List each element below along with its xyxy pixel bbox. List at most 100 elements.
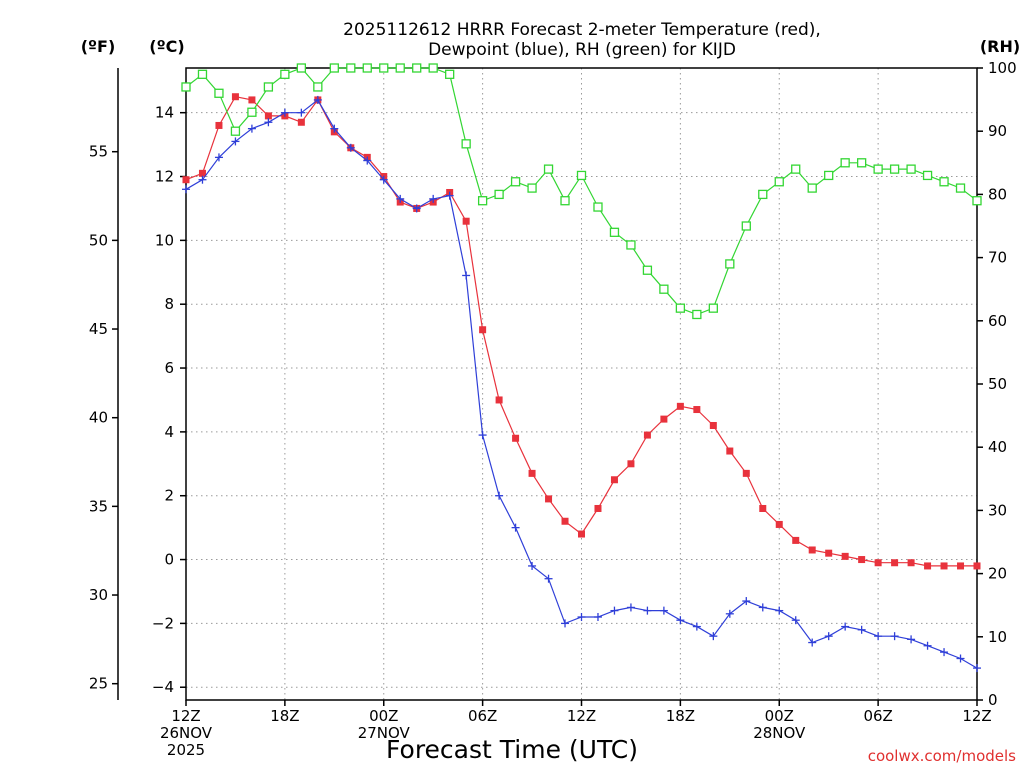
data-point-rh bbox=[214, 88, 224, 98]
data-point-dewpoint bbox=[264, 118, 273, 127]
x-tick-label: 28NOV bbox=[753, 724, 806, 742]
data-point-dewpoint bbox=[528, 561, 537, 570]
data-point-temperature bbox=[709, 421, 717, 429]
x-tick-label: 00Z bbox=[765, 707, 794, 725]
plot-axes bbox=[112, 67, 983, 706]
celsius-unit-label: (ºC) bbox=[149, 37, 184, 56]
data-point-rh bbox=[659, 284, 669, 294]
data-point-rh bbox=[642, 265, 653, 275]
data-point-rh bbox=[758, 189, 768, 200]
data-point-temperature bbox=[264, 112, 272, 120]
data-point-rh bbox=[247, 107, 257, 117]
data-point-dewpoint bbox=[379, 175, 388, 184]
data-point-dewpoint bbox=[956, 654, 965, 663]
data-point-rh bbox=[824, 170, 834, 181]
data-point-rh bbox=[906, 164, 916, 174]
x-tick-label: 06Z bbox=[863, 707, 892, 725]
data-point-dewpoint bbox=[462, 271, 471, 280]
rh-tick-label: 100 bbox=[988, 59, 1017, 77]
data-point-rh bbox=[346, 63, 356, 73]
x-tick-label: 12Z bbox=[567, 707, 596, 725]
data-point-dewpoint bbox=[923, 641, 932, 650]
data-point-dewpoint bbox=[396, 194, 405, 203]
series-rh bbox=[181, 63, 982, 320]
data-point-dewpoint bbox=[907, 635, 916, 644]
data-point-rh bbox=[362, 63, 372, 73]
data-point-dewpoint bbox=[725, 609, 734, 618]
data-point-dewpoint bbox=[478, 431, 487, 440]
data-point-temperature bbox=[742, 469, 750, 477]
data-point-rh bbox=[461, 139, 471, 149]
data-point-rh bbox=[412, 63, 422, 73]
data-point-dewpoint bbox=[214, 153, 223, 162]
data-point-dewpoint bbox=[824, 632, 833, 641]
data-point-rh bbox=[840, 158, 850, 168]
data-point-dewpoint bbox=[198, 175, 207, 184]
data-point-dewpoint bbox=[626, 603, 635, 612]
chart-title-line1: 2025112612 HRRR Forecast 2-meter Tempera… bbox=[343, 20, 821, 40]
data-point-rh bbox=[560, 196, 570, 206]
fahrenheit-tick-label: 50 bbox=[89, 231, 108, 249]
data-point-temperature bbox=[660, 415, 668, 423]
x-tick-label: 06Z bbox=[468, 707, 497, 725]
data-point-temperature bbox=[957, 562, 965, 570]
data-point-temperature bbox=[643, 431, 651, 439]
data-point-dewpoint bbox=[363, 156, 372, 165]
axis-tick-labels: 5550454035302514121086420−2−410090807060… bbox=[89, 59, 1017, 759]
data-point-temperature bbox=[479, 326, 487, 334]
data-point-rh bbox=[379, 63, 389, 73]
data-point-rh bbox=[675, 303, 686, 313]
data-point-temperature bbox=[924, 562, 932, 570]
rh-tick-label: 40 bbox=[988, 438, 1007, 456]
data-point-dewpoint bbox=[577, 613, 586, 622]
data-point-temperature bbox=[528, 469, 536, 477]
data-point-dewpoint bbox=[709, 632, 718, 641]
fahrenheit-tick-label: 40 bbox=[89, 409, 108, 427]
data-point-temperature bbox=[297, 118, 305, 126]
data-point-temperature bbox=[973, 562, 981, 570]
data-point-temperature bbox=[578, 530, 585, 538]
data-point-temperature bbox=[693, 406, 701, 414]
data-point-temperature bbox=[462, 217, 470, 225]
rh-tick-label: 70 bbox=[988, 249, 1007, 267]
data-point-rh bbox=[774, 177, 784, 187]
data-point-dewpoint bbox=[593, 613, 602, 622]
fahrenheit-tick-label: 55 bbox=[89, 143, 108, 161]
data-point-temperature bbox=[231, 93, 239, 101]
data-point-rh bbox=[889, 164, 900, 174]
x-tick-label: 00Z bbox=[369, 707, 398, 725]
data-point-temperature bbox=[610, 476, 618, 484]
x-tick-label: 18Z bbox=[666, 707, 695, 725]
data-point-dewpoint bbox=[346, 143, 355, 152]
data-point-temperature bbox=[561, 517, 569, 525]
fahrenheit-unit-label: (ºF) bbox=[81, 37, 116, 56]
fahrenheit-tick-label: 25 bbox=[89, 675, 108, 693]
rh-tick-label: 10 bbox=[988, 628, 1007, 646]
rh-tick-label: 60 bbox=[988, 312, 1007, 330]
data-point-dewpoint bbox=[445, 191, 454, 200]
data-point-dewpoint bbox=[775, 606, 784, 615]
data-point-temperature bbox=[940, 562, 948, 570]
data-point-dewpoint bbox=[313, 95, 322, 104]
data-point-dewpoint bbox=[280, 108, 289, 117]
chart-title-line2: Dewpoint (blue), RH (green) for KIJD bbox=[428, 40, 736, 60]
data-point-dewpoint bbox=[940, 648, 949, 657]
data-point-rh bbox=[263, 82, 274, 92]
data-point-temperature bbox=[759, 504, 767, 512]
rh-tick-label: 80 bbox=[988, 185, 1007, 203]
data-point-dewpoint bbox=[857, 625, 866, 634]
data-point-temperature bbox=[775, 520, 783, 528]
data-point-dewpoint bbox=[841, 622, 850, 631]
data-point-rh bbox=[807, 183, 817, 193]
data-point-dewpoint bbox=[495, 491, 504, 500]
data-point-temperature bbox=[676, 402, 684, 410]
data-point-temperature bbox=[825, 549, 833, 557]
celsius-tick-label: −2 bbox=[152, 614, 174, 632]
data-point-rh bbox=[593, 202, 603, 212]
data-point-temperature bbox=[792, 536, 800, 544]
data-point-temperature bbox=[545, 495, 553, 503]
data-point-rh bbox=[856, 158, 867, 168]
data-point-rh bbox=[181, 82, 191, 92]
data-point-dewpoint bbox=[791, 616, 800, 625]
data-point-rh bbox=[329, 63, 339, 73]
